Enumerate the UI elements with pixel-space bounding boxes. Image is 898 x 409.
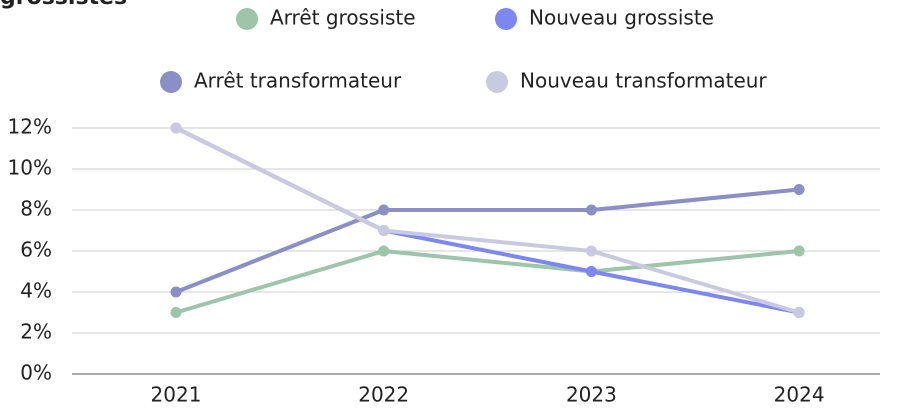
series-line [175, 126, 800, 315]
legend-swatch [486, 71, 508, 93]
x-tick-label: 2021 [151, 383, 202, 407]
legend-label: Arrêt grossiste [270, 6, 416, 30]
data-point [585, 245, 597, 257]
y-tick-label: 4% [20, 279, 52, 303]
y-tick-label: 12% [8, 115, 52, 139]
data-point [378, 204, 390, 216]
legend-swatch [236, 8, 258, 30]
data-point [585, 266, 597, 277]
legend-label: Arrêt transformateur [194, 69, 402, 93]
x-tick-label: 2022 [358, 383, 409, 407]
data-point [793, 307, 805, 318]
y-tick-label: 8% [20, 197, 52, 221]
chart-title: grossistes [0, 0, 127, 10]
y-tick-label: 2% [20, 320, 52, 344]
data-point [793, 184, 805, 195]
legend-swatch [495, 8, 517, 30]
x-tick-label: 2023 [566, 383, 617, 407]
data-point [170, 286, 182, 298]
legend-swatch [160, 71, 182, 93]
series-line [175, 187, 800, 294]
data-point [378, 225, 390, 236]
y-tick-label: 0% [20, 361, 52, 385]
y-tick-label: 6% [20, 238, 52, 262]
legend-label: Nouveau transformateur [520, 69, 767, 93]
data-point [378, 245, 390, 257]
legend-label: Nouveau grossiste [529, 6, 714, 30]
x-tick-label: 2024 [774, 383, 825, 407]
data-point [793, 245, 805, 257]
data-point [170, 307, 182, 318]
data-point [585, 204, 597, 216]
data-point [170, 122, 182, 134]
y-tick-label: 10% [8, 156, 52, 180]
series-line [175, 249, 800, 315]
